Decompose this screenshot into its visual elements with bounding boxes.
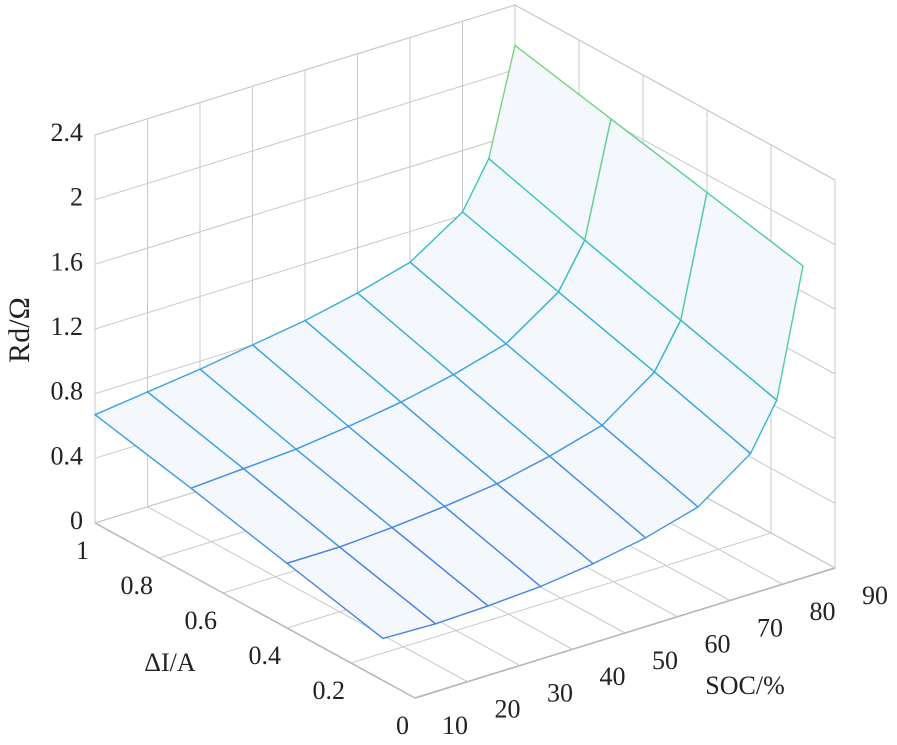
- y-tick-label: 1: [76, 536, 89, 565]
- z-tick-label: 1.6: [51, 247, 84, 276]
- z-tick-label: 0: [70, 506, 83, 535]
- x-tick-label: 40: [600, 662, 626, 691]
- grid-line: [94, 4, 516, 136]
- y-tick-label: 0: [396, 711, 409, 740]
- z-tick-label: 0.4: [51, 441, 84, 470]
- y-tick-label: 0.6: [185, 606, 218, 635]
- y-tick-label: 0.4: [249, 641, 282, 670]
- x-tick-label: 10: [442, 711, 468, 740]
- z-tick-label: 0.8: [51, 377, 84, 406]
- y-tick-label: 0.8: [121, 571, 154, 600]
- grid-line: [514, 4, 836, 181]
- grid-line: [414, 567, 836, 699]
- z-axis-label: Rd/Ω: [3, 297, 36, 363]
- x-axis-label: SOC/%: [705, 671, 784, 700]
- x-tick-label: 20: [495, 695, 521, 724]
- grid-line: [147, 506, 468, 683]
- x-tick-label: 70: [757, 613, 783, 642]
- surface-patch: [285, 546, 438, 640]
- x-tick-label: 90: [862, 581, 888, 610]
- z-tick-label: 2: [70, 183, 83, 212]
- x-tick-label: 80: [810, 597, 836, 626]
- grid-line: [94, 69, 516, 201]
- z-tick-label: 1.2: [51, 312, 84, 341]
- x-tick-label: 30: [547, 678, 573, 707]
- y-tick-label: 0.2: [313, 676, 346, 705]
- y-axis-label: ΔI/A: [144, 648, 196, 677]
- grid-line: [94, 133, 516, 265]
- grid-line: [94, 198, 516, 330]
- grid-line: [350, 532, 772, 664]
- x-tick-label: 60: [705, 630, 731, 659]
- x-tick-label: 50: [652, 646, 678, 675]
- z-tick-label: 2.4: [51, 118, 84, 147]
- grid-line: [94, 522, 416, 699]
